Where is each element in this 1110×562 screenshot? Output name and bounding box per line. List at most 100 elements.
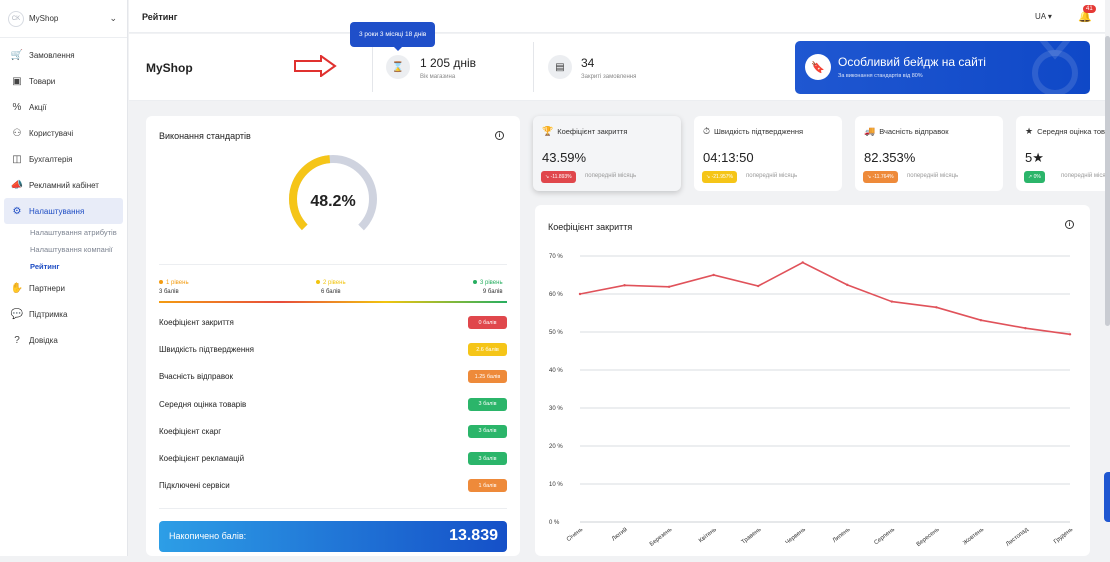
- standards-percent: 48.2%: [310, 193, 356, 210]
- shop-title: MyShop: [146, 61, 193, 75]
- chart-data-point[interactable]: [846, 283, 849, 287]
- sidebar-item-chat[interactable]: 💬 Підтримка: [0, 301, 127, 327]
- scrollbar[interactable]: [1105, 36, 1110, 326]
- y-tick-label: 30 %: [549, 406, 563, 412]
- criterion-row: Середня оцінка товарів 3 балів: [159, 397, 507, 412]
- chart-title: Коефіцієнт закриття: [548, 222, 633, 232]
- total-points-value: 13.839: [449, 527, 498, 544]
- x-tick-label: Червень: [785, 527, 807, 546]
- sidebar-item-help[interactable]: ? Довідка: [0, 327, 127, 353]
- x-tick-label: Липень: [832, 527, 852, 544]
- level-points: 6 балів: [320, 289, 341, 295]
- kpi-card[interactable]: 🏆 Коефіцієнт закриття 43.59% ↘ -11.893% попе…: [533, 116, 681, 191]
- criterion-points-badge: 0 балів: [468, 316, 507, 329]
- sidebar-item-gear[interactable]: ⚙ Налаштування: [4, 198, 123, 224]
- divider: [533, 42, 534, 92]
- criterion-points-badge: 1.25 балів: [468, 370, 507, 384]
- chart-data-point[interactable]: [979, 319, 983, 322]
- chart-data-point[interactable]: [623, 284, 626, 287]
- kpi-previous-label: попередній місяць: [585, 173, 637, 179]
- level-2: 2 рівень 6 балів: [316, 279, 346, 297]
- criterion-row: Швидкість підтвердження 2.6 балів: [159, 343, 507, 357]
- levels-gradient-bar: [159, 301, 507, 303]
- banner-subtitle: За виконання стандартів від 80%: [838, 73, 923, 79]
- sidebar-item-wallet[interactable]: ◫ Бухгалтерія: [0, 146, 127, 172]
- kpi-title-text: Швидкість підтвердження: [714, 127, 804, 136]
- sidebar-item-percent[interactable]: % Акції: [0, 94, 127, 120]
- kpi-delta-badge: ↗ 0%: [1024, 171, 1045, 183]
- notification-badge: 41: [1083, 5, 1096, 13]
- chart-data-point[interactable]: [756, 284, 760, 288]
- sidebar-item-box[interactable]: ▣ Товари: [0, 68, 127, 94]
- sidebar-subitem[interactable]: Налаштування компанії: [30, 245, 113, 254]
- chart-data-point[interactable]: [890, 300, 894, 303]
- bell-icon[interactable]: 🔔: [1078, 11, 1092, 23]
- sidebar-subitem[interactable]: Налаштування атрибутів: [30, 228, 117, 237]
- chart-series-line: [579, 261, 1071, 336]
- percent-icon: %: [12, 101, 22, 113]
- kpi-title: ⏱ Швидкість підтвердження: [703, 126, 803, 137]
- kpi-card[interactable]: 🚚 Вчасність відправок 82.353% ↘ -11.764% поп…: [855, 116, 1003, 191]
- y-tick-label: 10 %: [549, 482, 563, 488]
- kpi-card[interactable]: ★Середня оцінка товарів 5★ ↗ 0% попередній …: [1016, 116, 1110, 191]
- chart-data-point[interactable]: [801, 261, 804, 264]
- sidebar-item-cart[interactable]: 🛒 Замовлення: [0, 42, 127, 68]
- level-3: 3 рівень 9 балів: [473, 279, 503, 297]
- y-tick-label: 0 %: [549, 520, 560, 526]
- closing-rate-chart: 0 % 10 % 20 % 30 % 40 % 50 % 60 % 70 % Січень Лют…: [549, 254, 1074, 548]
- kpi-card[interactable]: ⏱ Швидкість підтвердження 04:13:50 ↘ -21.95…: [694, 116, 842, 191]
- chart-data-point[interactable]: [578, 292, 582, 296]
- chart-data-point[interactable]: [1024, 327, 1027, 330]
- total-points-bar: Накопичено балів: 13.839: [159, 521, 507, 552]
- sidebar-item-label: Товари: [29, 76, 56, 86]
- criterion-row: Підключені сервіси 1 балів: [159, 479, 507, 493]
- chart-data-point[interactable]: [935, 306, 938, 309]
- chart-data-point[interactable]: [1068, 333, 1072, 336]
- shop-age-tooltip: 3 роки 3 місяці 18 днів: [350, 22, 436, 51]
- y-tick-label: 40 %: [549, 368, 563, 374]
- shop-selector-label: MyShop: [29, 14, 59, 23]
- wallet-icon: ◫: [12, 153, 22, 165]
- sidebar-item-label: Замовлення: [29, 50, 75, 60]
- info-icon[interactable]: i: [495, 131, 504, 140]
- criterion-name: Коефіцієнт скарг: [159, 426, 222, 436]
- banner-title: Особливий бейдж на сайті: [838, 55, 986, 69]
- kpi-previous-label: попередній місяць: [746, 173, 798, 179]
- side-panel-tab[interactable]: [1104, 472, 1110, 522]
- arrow-right-icon: [294, 55, 337, 77]
- cart-icon: 🛒: [10, 49, 24, 61]
- medal-decoration-icon: [1032, 41, 1078, 94]
- level-name: 3 рівень: [473, 280, 503, 286]
- shop-selector[interactable]: CK MyShop ⌄: [0, 0, 127, 38]
- divider: [159, 264, 507, 265]
- sidebar-item-users[interactable]: ⚇ Користувачі: [0, 120, 127, 146]
- criterion-row: Коефіцієнт закриття 0 балів: [159, 316, 507, 330]
- sidebar-subitem[interactable]: Рейтинг: [30, 262, 60, 271]
- level-dot: [159, 280, 163, 284]
- handshake-icon: ✋: [10, 282, 24, 294]
- criterion-points-badge: 3 балів: [468, 424, 507, 438]
- sidebar: CK MyShop ⌄ 🛒 Замовлення ▣ Товари % Акції ⚇ Кор…: [0, 0, 128, 556]
- box-icon: ▣: [12, 75, 22, 87]
- standards-title: Виконання стандартів: [159, 131, 251, 141]
- kpi-previous-label: попередній місяць: [907, 173, 959, 179]
- chart-data-point[interactable]: [667, 285, 671, 288]
- criterion-points-badge: 1 балів: [468, 479, 507, 493]
- criterion-name: Коефіцієнт рекламацій: [159, 454, 245, 463]
- x-tick-label: Жовтень: [962, 527, 985, 547]
- kpi-delta-badge: ↘ -21.957%: [702, 171, 737, 183]
- special-badge-banner[interactable]: 🔖 Особливий бейдж на сайті За виконання …: [795, 41, 1090, 94]
- y-tick-label: 70 %: [549, 254, 563, 260]
- info-icon[interactable]: i: [1065, 220, 1074, 229]
- kpi-title-text: Середня оцінка товарів: [1037, 127, 1110, 136]
- document-icon: ▤: [548, 55, 572, 79]
- sidebar-item-megaphone[interactable]: 📣 Рекламний кабінет: [0, 172, 127, 198]
- kpi-delta-badge: ↘ -11.893%: [541, 171, 576, 183]
- language-selector[interactable]: UA ▾: [1035, 12, 1052, 21]
- sidebar-item-handshake[interactable]: ✋ Партнери: [0, 275, 127, 301]
- help-icon: ?: [14, 334, 20, 346]
- total-points-label: Накопичено балів:: [169, 531, 247, 541]
- sidebar-item-label: Підтримка: [29, 309, 68, 319]
- chart-data-point[interactable]: [712, 273, 715, 277]
- page-title: Рейтинг: [142, 12, 178, 22]
